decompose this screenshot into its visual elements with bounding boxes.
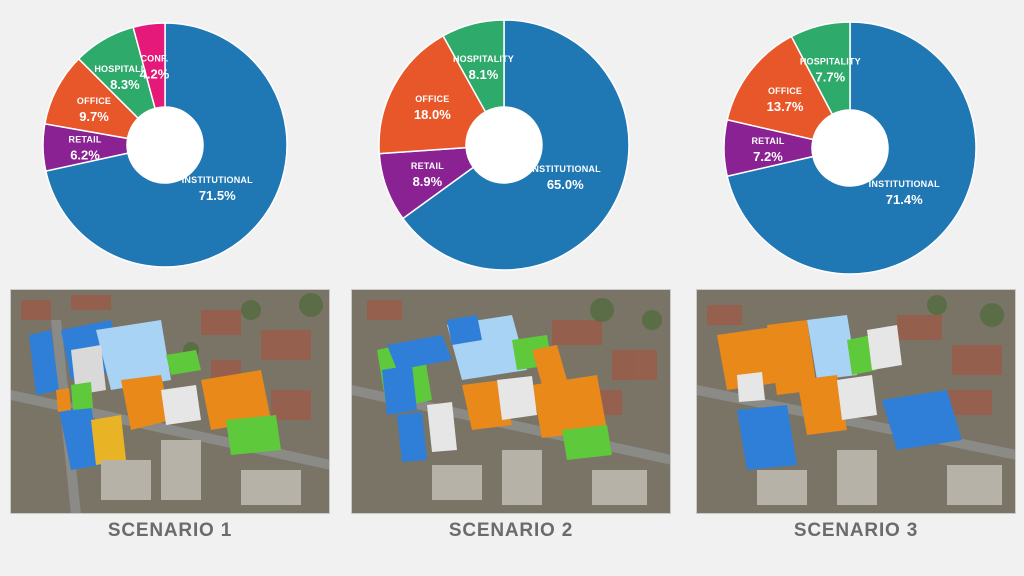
slice-value-institutional: 71.5%	[199, 188, 236, 203]
slice-value-office: 13.7%	[767, 99, 804, 114]
slice-value-office: 18.0%	[414, 107, 451, 122]
aerial-site-plan-scenario-3	[696, 289, 1016, 514]
scenario-2-caption: SCENARIO 2	[448, 520, 574, 541]
slice-label-hospitality: HOSPITALITY	[453, 54, 514, 64]
slice-value-hospitality: 8.3%	[110, 77, 140, 92]
scenario-1-panel: INSTITUTIONAL 71.5% RETAIL 6.2% OFFICE 9.7% HO…	[0, 0, 341, 576]
slice-value-office: 9.7%	[79, 109, 109, 124]
slice-label-office: OFFICE	[768, 86, 802, 96]
donut-hole	[127, 107, 203, 183]
slice-label-retail: RETAIL	[69, 135, 102, 145]
slice-label-hospitality: HOSPITALITY	[800, 56, 861, 66]
scenario-3-panel: INSTITUTIONAL 71.4% RETAIL 7.2% OFFICE 13.7% H…	[682, 0, 1023, 576]
scenario-2-panel: INSTITUTIONAL 65.0% RETAIL 8.9% OFFICE 18.0% H…	[341, 0, 682, 576]
slice-label-institutional: INSTITUTIONAL	[530, 164, 601, 174]
slice-label-retail: RETAIL	[411, 161, 444, 171]
slice-label-retail: RETAIL	[751, 136, 784, 146]
slice-label-hospitality: HOSPITALITY	[94, 64, 155, 74]
slice-label-institutional: INSTITUTIONAL	[182, 175, 253, 185]
scenario-1-caption: SCENARIO 1	[107, 520, 233, 541]
donut-chart-scenario-2: INSTITUTIONAL 65.0% RETAIL 8.9% OFFICE 18.0% H…	[378, 19, 630, 271]
aerial-site-plan-scenario-2	[351, 289, 671, 514]
slice-value-retail: 8.9%	[413, 174, 443, 189]
slice-label-conf: CONF.	[140, 54, 168, 64]
slice-value-institutional: 65.0%	[547, 177, 584, 192]
donut-hole	[466, 107, 542, 183]
donut-hole	[812, 110, 888, 186]
slice-value-hospitality: 7.7%	[816, 69, 846, 84]
donut-chart-scenario-3: INSTITUTIONAL 71.4% RETAIL 7.2% OFFICE 13.7% H…	[723, 21, 977, 275]
slice-value-conf: 4.2%	[140, 67, 170, 82]
slice-value-retail: 6.2%	[70, 148, 100, 163]
slice-value-retail: 7.2%	[753, 149, 783, 164]
scenario-3-caption: SCENARIO 3	[793, 520, 919, 541]
slice-label-office: OFFICE	[77, 96, 111, 106]
slice-value-institutional: 71.4%	[886, 192, 923, 207]
aerial-site-plan-scenario-1	[10, 289, 330, 514]
slice-value-hospitality: 8.1%	[469, 67, 499, 82]
donut-chart-scenario-1: INSTITUTIONAL 71.5% RETAIL 6.2% OFFICE 9.7% HO…	[42, 22, 288, 268]
slice-label-office: OFFICE	[415, 94, 449, 104]
slice-label-institutional: INSTITUTIONAL	[869, 179, 940, 189]
